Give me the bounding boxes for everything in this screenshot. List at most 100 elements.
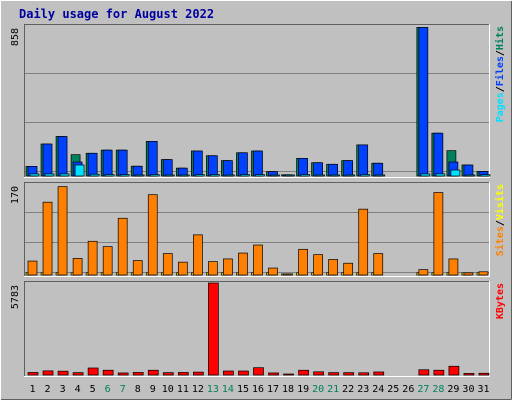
x-label: 18 <box>282 384 294 395</box>
bar-files <box>343 160 354 177</box>
bar-sites <box>253 244 263 276</box>
legend: KBytes <box>495 283 506 319</box>
bar-kbytes <box>87 367 99 376</box>
legend: Pages/Files/Hits <box>494 26 506 122</box>
bar-pages <box>149 174 160 177</box>
bar-kbytes <box>358 372 370 376</box>
bar-pages <box>360 174 371 177</box>
bar-files <box>238 152 248 177</box>
bar-pages <box>270 174 280 177</box>
x-label: 24 <box>372 384 384 395</box>
bar-kbytes <box>298 369 309 376</box>
x-label: 2 <box>45 384 51 395</box>
legend-files: Files <box>494 56 506 86</box>
bar-pages <box>375 174 386 177</box>
bar-sites <box>463 272 474 276</box>
x-label: 16 <box>252 384 264 395</box>
legend-visits: Visits <box>494 184 506 220</box>
bar-sites <box>238 252 248 276</box>
bar-pages <box>345 174 356 177</box>
x-label: 23 <box>357 384 369 395</box>
x-label: 11 <box>177 384 189 395</box>
bar-pages <box>179 174 190 177</box>
bar-kbytes <box>328 372 339 376</box>
bar-files <box>373 162 384 177</box>
x-label: 22 <box>342 384 354 395</box>
bar-kbytes <box>177 372 189 376</box>
bar-pages <box>315 174 325 177</box>
bar-files <box>57 136 68 177</box>
x-label: 12 <box>192 384 204 395</box>
x-label: 4 <box>75 384 81 395</box>
bar-files <box>433 132 444 177</box>
bar-sites <box>313 254 323 276</box>
bar-pages <box>164 174 175 177</box>
bar-kbytes <box>463 373 475 376</box>
bar-files <box>208 155 218 177</box>
x-label: 8 <box>135 384 141 395</box>
bar-sites <box>117 217 128 276</box>
x-label: 29 <box>447 384 459 395</box>
x-label: 5 <box>90 384 96 395</box>
bar-sites <box>418 269 429 276</box>
x-label: 31 <box>477 384 489 395</box>
bar-files <box>223 160 233 177</box>
bar-files <box>132 165 143 177</box>
bar-pages <box>29 173 40 177</box>
bar-kbytes <box>418 369 430 376</box>
panel-visits-sites: 170 Sites/Visits <box>10 182 506 277</box>
x-label: 1 <box>30 384 36 395</box>
bar-files <box>253 150 263 177</box>
chart-title: Daily usage for August 2022 <box>19 7 214 21</box>
bar-kbytes <box>208 282 219 376</box>
bar-kbytes <box>268 372 279 376</box>
bar-files <box>162 159 173 177</box>
bar-files <box>102 149 113 177</box>
bar-kbytes <box>162 372 174 376</box>
bar-kbytes <box>313 371 324 376</box>
legend: Sites/Visits <box>494 184 506 256</box>
y-max-label: 5783 <box>10 285 21 309</box>
x-label: 3 <box>60 384 66 395</box>
legend-separator: / <box>495 86 506 92</box>
legend-pages: Pages <box>495 92 506 122</box>
x-label: 6 <box>105 384 111 395</box>
bar-files <box>117 149 128 177</box>
x-label: 30 <box>462 384 474 395</box>
bar-files <box>328 163 338 177</box>
bar-kbytes <box>57 370 69 376</box>
bar-kbytes <box>433 369 445 376</box>
legend-separator: / <box>495 50 506 56</box>
x-label: 28 <box>432 384 444 395</box>
bar-kbytes <box>117 372 129 376</box>
legend-hits: Hits <box>494 26 506 50</box>
bar-pages <box>74 164 85 177</box>
bar-kbytes <box>147 369 159 376</box>
bar-kbytes <box>102 369 114 376</box>
bar-sites <box>87 240 98 276</box>
bar-sites <box>57 186 68 276</box>
y-max-label: 170 <box>10 186 21 204</box>
bar-sites <box>72 258 83 276</box>
bar-kbytes <box>238 370 249 376</box>
bar-kbytes <box>253 367 264 376</box>
bar-sites <box>358 208 369 276</box>
bar-sites <box>27 260 38 276</box>
x-label: 17 <box>267 384 279 395</box>
legend-separator: / <box>495 220 506 226</box>
bar-sites <box>283 273 293 276</box>
bar-kbytes <box>448 365 460 376</box>
bar-pages <box>104 174 115 177</box>
bar-sites <box>42 201 53 276</box>
x-label: 7 <box>120 384 126 395</box>
bar-kbytes <box>42 370 54 376</box>
bar-sites <box>268 267 278 276</box>
x-label: 26 <box>402 384 414 395</box>
bar-sites <box>132 260 143 276</box>
bar-kbytes <box>132 372 144 376</box>
bar-pages <box>119 174 130 177</box>
bar-sites <box>102 246 113 276</box>
